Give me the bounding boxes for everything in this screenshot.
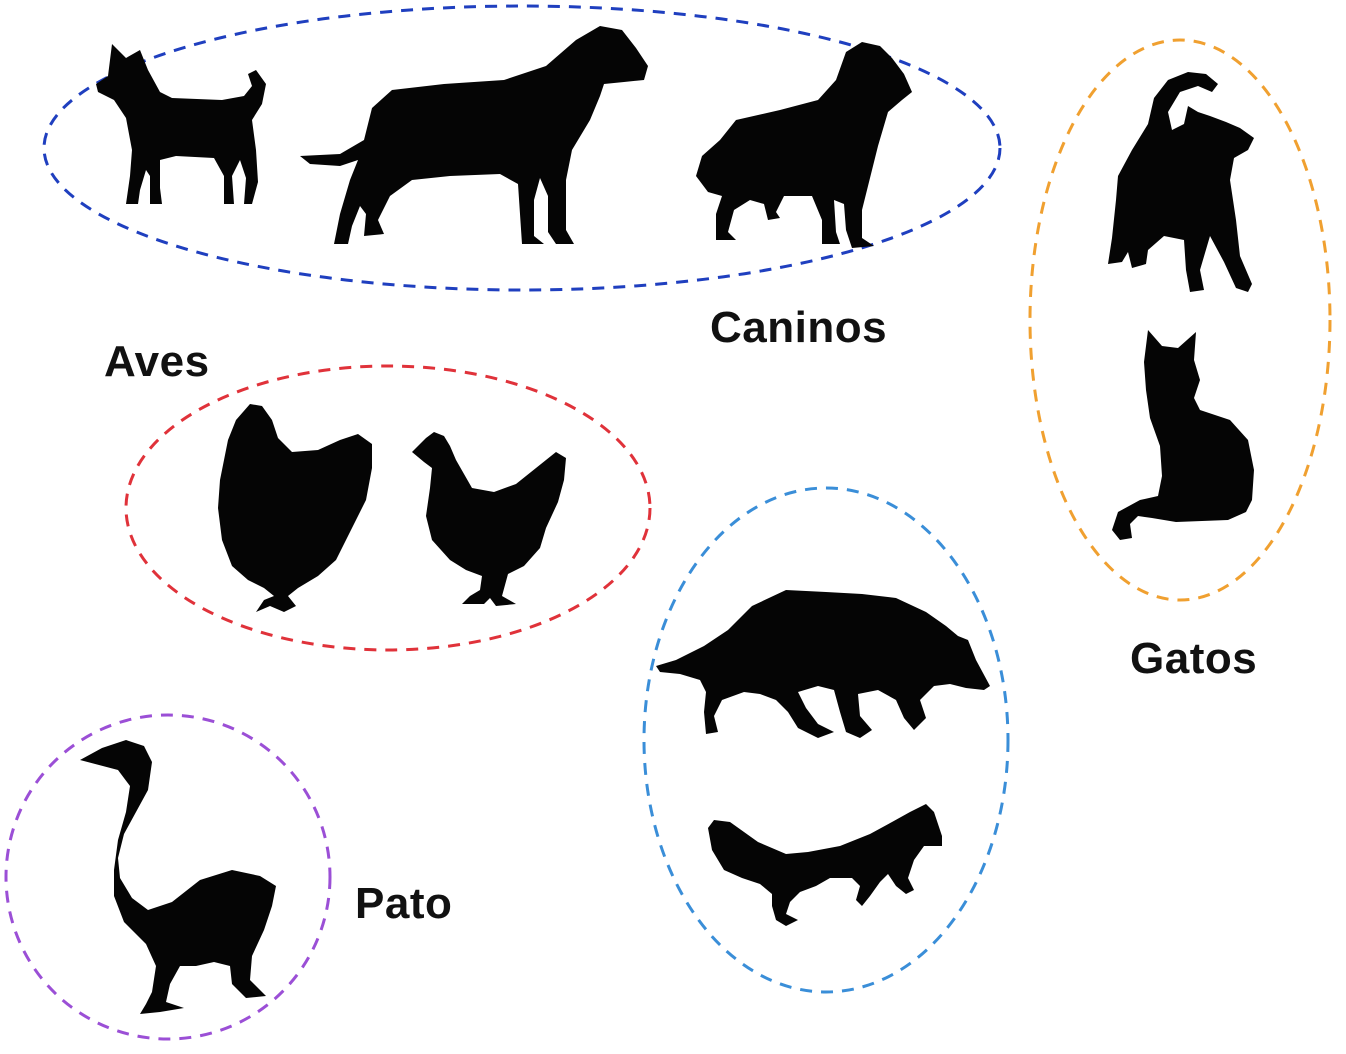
- pato-cluster-ring: [4, 713, 332, 1041]
- wild-canids-cluster-ring: [642, 486, 1010, 994]
- pato-label: Pato: [355, 879, 453, 928]
- standing-cat-icon: [1108, 72, 1254, 292]
- sitting-cat-icon: [1112, 330, 1254, 540]
- caninos-cluster-ring: [42, 4, 1002, 292]
- gatos-cluster-ring: [1028, 38, 1332, 602]
- fox-icon: [708, 804, 942, 926]
- wolf-icon: [656, 590, 990, 738]
- gatos-label: Gatos: [1130, 634, 1258, 683]
- aves-label: Aves: [104, 337, 210, 386]
- collie-icon: [696, 42, 912, 248]
- small-dog-icon: [96, 44, 266, 204]
- chicken-icon: [412, 432, 566, 606]
- hen-icon: [218, 404, 372, 612]
- large-dog-icon: [300, 26, 648, 244]
- caninos-label: Caninos: [710, 303, 888, 352]
- aves-cluster-ring: [124, 364, 652, 652]
- goose-icon: [80, 740, 276, 1014]
